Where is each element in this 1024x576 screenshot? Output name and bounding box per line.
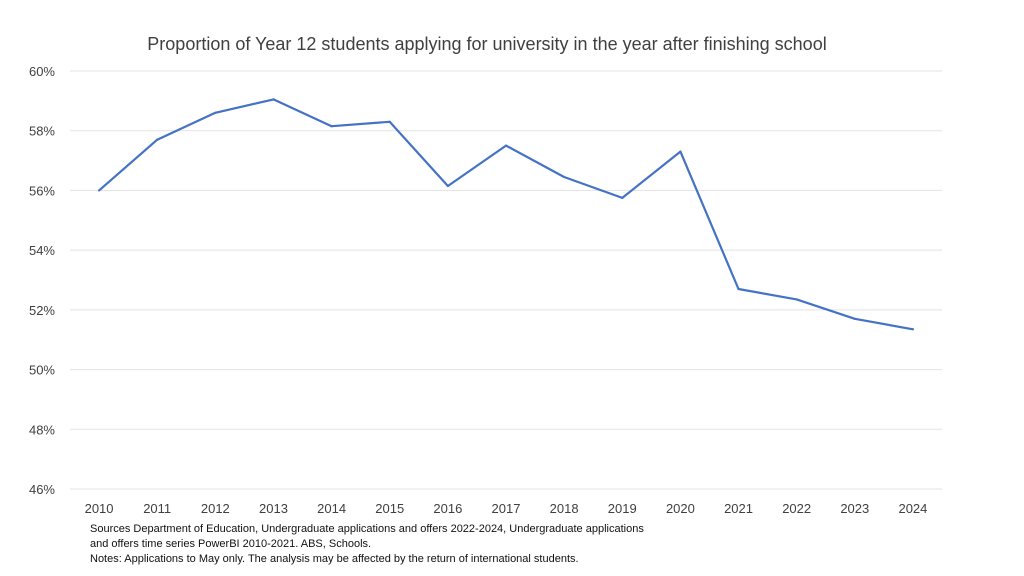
y-tick-label-56: 56% <box>29 183 55 198</box>
footnote-sources-line-1: Sources Department of Education, Undergr… <box>90 523 644 535</box>
chart-footnotes: Sources Department of Education, Undergr… <box>90 522 710 567</box>
data-point-2022 <box>795 298 798 301</box>
gridlines <box>70 70 942 490</box>
x-tick-label-2013: 2013 <box>259 501 288 516</box>
x-tick-label-2024: 2024 <box>898 501 927 516</box>
series-line-0 <box>98 98 914 331</box>
data-point-2021 <box>737 287 740 291</box>
data-point-2017 <box>504 144 508 147</box>
data-point-2018 <box>563 175 566 179</box>
x-tick-label-2017: 2017 <box>492 501 521 516</box>
y-tick-label-46: 46% <box>29 482 55 497</box>
y-tick-label-50: 50% <box>29 363 55 378</box>
data-point-2020 <box>679 150 682 153</box>
data-point-2024 <box>911 328 915 331</box>
x-tick-label-2021: 2021 <box>724 501 753 516</box>
data-point-2023 <box>853 317 856 320</box>
y-tick-label-48: 48% <box>29 422 55 437</box>
data-point-2013 <box>272 98 275 101</box>
data-point-2016 <box>446 184 449 188</box>
data-point-2019 <box>621 196 624 199</box>
x-tick-label-2023: 2023 <box>840 501 869 516</box>
y-tick-label-52: 52% <box>29 303 55 318</box>
y-tick-label-60: 60% <box>29 64 55 79</box>
x-tick-label-2015: 2015 <box>375 501 404 516</box>
x-tick-label-2018: 2018 <box>550 501 579 516</box>
x-tick-label-2019: 2019 <box>608 501 637 516</box>
data-point-2015 <box>388 120 391 123</box>
y-tick-label-58: 58% <box>29 124 55 139</box>
data-point-2014 <box>330 125 333 128</box>
x-tick-label-2022: 2022 <box>782 501 811 516</box>
y-axis-ticks: 46% 48% 50% 52% 54% 56% 58% 60% <box>29 64 55 497</box>
data-point-2012 <box>214 111 217 114</box>
footnote-notes: Notes: Applications to May only. The ana… <box>90 553 579 565</box>
series-layer <box>97 98 915 331</box>
x-tick-label-2020: 2020 <box>666 501 695 516</box>
x-tick-label-2011: 2011 <box>143 501 171 516</box>
x-tick-label-2012: 2012 <box>201 501 230 516</box>
data-point-2011 <box>156 138 159 141</box>
x-tick-label-2010: 2010 <box>85 501 114 516</box>
data-point-2010 <box>97 189 101 192</box>
y-tick-label-54: 54% <box>29 243 55 258</box>
x-tick-label-2016: 2016 <box>433 501 462 516</box>
footnote-sources-line-2: and offers time series PowerBI 2010-2021… <box>90 538 372 550</box>
line-chart: Proportion of Year 12 students applying … <box>29 34 942 516</box>
x-tick-label-2014: 2014 <box>317 501 346 516</box>
chart-title: Proportion of Year 12 students applying … <box>147 34 826 54</box>
x-axis-ticks: 2010 2011 2012 2013 2014 2015 2016 2017 2018 2019… <box>85 501 928 516</box>
